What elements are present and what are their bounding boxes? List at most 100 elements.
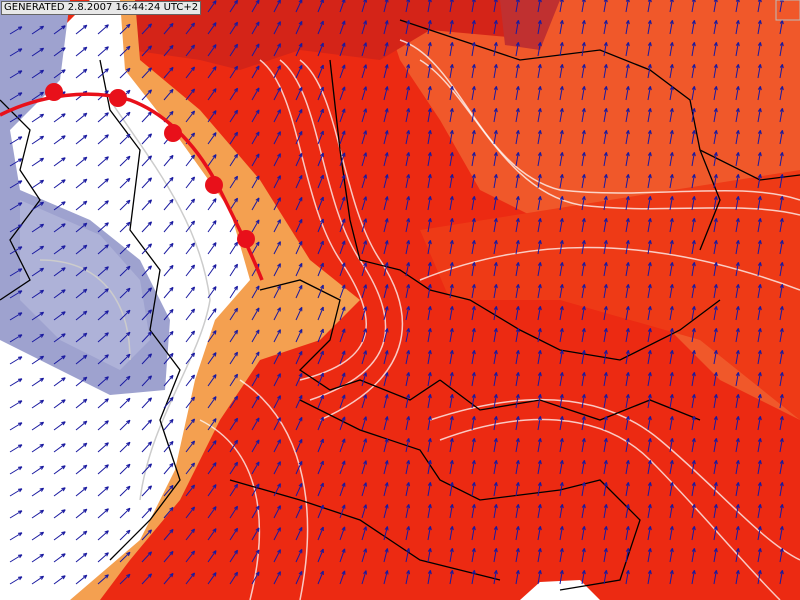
wind-arrow [339, 262, 346, 277]
wind-arrow [493, 393, 498, 409]
wind-arrow [119, 419, 131, 431]
wind-arrow [141, 67, 153, 79]
wind-arrow [339, 108, 346, 123]
wind-arrow [229, 21, 239, 35]
wind-arrow [427, 459, 432, 475]
wind-arrow [273, 461, 281, 475]
wind-arrow [185, 550, 196, 563]
wind-arrow [339, 460, 346, 475]
wind-arrow [273, 197, 281, 211]
wind-arrow [405, 262, 411, 277]
wind-arrow [207, 198, 217, 211]
wind-arrow [383, 438, 389, 453]
wind-arrow [317, 570, 324, 585]
wind-arrow [185, 330, 196, 343]
wind-arrow [581, 327, 586, 343]
wind-arrow [471, 305, 476, 321]
wind-arrow [537, 371, 542, 387]
wind-arrow [735, 437, 740, 453]
wind-arrow [581, 0, 586, 13]
wind-arrow [383, 284, 389, 299]
wind-arrow [493, 19, 498, 35]
wind-arrow [383, 350, 389, 365]
wind-arrow [779, 393, 784, 409]
wind-arrow [559, 525, 564, 541]
wind-arrow [515, 349, 520, 365]
wind-arrow [9, 334, 23, 343]
wind-arrow [603, 283, 608, 299]
wind-arrow [361, 548, 367, 563]
wind-arrow [383, 174, 389, 189]
wind-arrow [603, 107, 608, 123]
wind-arrow [141, 551, 153, 563]
wind-arrow [515, 173, 520, 189]
wind-arrow [163, 242, 174, 255]
wind-arrow [339, 328, 346, 343]
wind-arrow [317, 394, 324, 409]
wind-arrow [647, 371, 652, 387]
wind-arrow [229, 175, 239, 189]
wind-arrow [31, 157, 45, 167]
wind-arrow [97, 574, 109, 585]
wind-arrow [207, 484, 217, 497]
wind-arrow [603, 173, 608, 189]
wind-arrow [757, 239, 762, 255]
wind-arrow [757, 371, 762, 387]
wind-arrow [625, 0, 630, 13]
wind-arrow [493, 437, 498, 453]
wind-arrow [559, 41, 564, 57]
wind-arrow [339, 570, 346, 585]
wind-arrow [757, 459, 762, 475]
wind-arrow [603, 503, 608, 519]
wind-arrow [207, 572, 217, 585]
wind-arrow [97, 310, 109, 321]
wind-arrow [383, 504, 389, 519]
wind-arrow [75, 178, 88, 189]
wind-arrow [515, 525, 520, 541]
wind-arrow [713, 371, 718, 387]
wind-arrow [449, 415, 454, 431]
wind-arrow [53, 377, 66, 387]
wind-arrow [119, 133, 131, 145]
wind-arrow [581, 547, 586, 563]
wind-arrow [141, 507, 153, 519]
wind-arrow [75, 46, 88, 57]
wind-arrow [163, 44, 174, 57]
wind-arrow [559, 503, 564, 519]
wind-arrow [141, 485, 153, 497]
wind-arrow [119, 353, 131, 365]
wind-arrow [735, 85, 740, 101]
wind-arrow [207, 440, 217, 453]
wind-arrow [581, 569, 586, 585]
wind-arrow [339, 152, 346, 167]
wind-arrow [273, 483, 281, 497]
wind-arrow [471, 283, 476, 299]
wind-arrow [779, 525, 784, 541]
wind-arrow [9, 576, 23, 585]
wind-arrow [339, 130, 346, 145]
wind-arrow [163, 352, 174, 365]
wind-arrow [669, 107, 674, 123]
wind-arrow [207, 286, 217, 299]
wind-arrow [691, 393, 696, 409]
wind-arrow [537, 569, 542, 585]
wind-arrow [9, 246, 23, 255]
isoline [239, 379, 309, 600]
wind-arrow [559, 107, 564, 123]
wind-arrow [581, 459, 586, 475]
wind-arrow [691, 371, 696, 387]
wind-arrow [163, 440, 174, 453]
wind-arrow [449, 481, 454, 497]
wind-arrow [405, 42, 411, 57]
wind-arrow [559, 19, 564, 35]
wind-arrow [537, 283, 542, 299]
wind-arrow [361, 42, 367, 57]
wind-arrow [119, 155, 131, 167]
wind-arrow [471, 0, 476, 13]
wind-arrow [53, 201, 66, 211]
wind-arrow [713, 217, 718, 233]
wind-arrow [691, 63, 696, 79]
wind-arrow [691, 85, 696, 101]
wind-arrow [471, 261, 476, 277]
wind-arrow [229, 153, 239, 167]
